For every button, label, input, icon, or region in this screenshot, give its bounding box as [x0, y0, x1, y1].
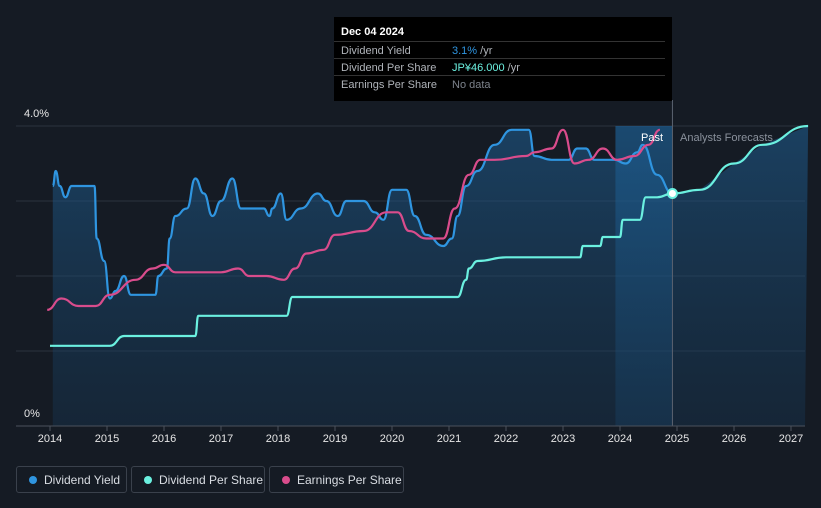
y-axis-min-label: 0% [24, 408, 40, 420]
tooltip-label: Dividend Per Share [341, 62, 437, 74]
y-axis-max-label: 4.0% [24, 108, 50, 120]
legend-dot-icon [29, 475, 37, 484]
legend-dot-icon [282, 475, 290, 484]
x-tick-label: 2026 [721, 433, 747, 445]
legend-label: Dividend Per Share [159, 472, 264, 487]
legend-dot-icon [144, 475, 152, 484]
tooltip-value: 3.1% /yr [452, 45, 492, 57]
x-tick-label: 2027 [778, 433, 804, 445]
x-tick-label: 2019 [322, 433, 348, 445]
tooltip-value: No data [452, 79, 491, 91]
legend-dividend-yield[interactable]: Dividend Yield [16, 466, 127, 493]
past-label: Past [641, 132, 664, 144]
x-tick-label: 2024 [607, 433, 633, 445]
x-tick-label: 2016 [151, 433, 177, 445]
analysts-forecasts-label: Analysts Forecasts [680, 132, 773, 144]
tooltip-unit: /yr [477, 45, 493, 57]
tooltip-row-earnings-per-share: Earnings Per Share No data [334, 75, 665, 93]
x-tick-label: 2025 [664, 433, 690, 445]
tooltip-date: Dec 04 2024 [341, 26, 404, 38]
tooltip: Dec 04 2024 Dividend Yield 3.1% /yr Divi… [334, 17, 672, 101]
tooltip-value-text: JP¥46.000 [452, 62, 505, 74]
tooltip-row-dividend-per-share: Dividend Per Share JP¥46.000 /yr [334, 58, 665, 76]
legend-label: Dividend Yield [44, 472, 121, 487]
x-tick-label: 2021 [436, 433, 462, 445]
x-tick-label: 2022 [493, 433, 519, 445]
tooltip-label: Dividend Yield [341, 45, 411, 57]
x-tick-label: 2018 [265, 433, 291, 445]
dividend-per-share-line[interactable] [50, 124, 809, 347]
tooltip-value-text: 3.1% [452, 45, 478, 57]
x-tick-label: 2017 [208, 433, 234, 445]
earnings-per-share-line[interactable] [46, 128, 661, 311]
tooltip-value: JP¥46.000 /yr [452, 62, 520, 74]
x-tick-label: 2015 [94, 433, 120, 445]
x-tick-label: 2020 [379, 433, 405, 445]
tooltip-unit: /yr [504, 62, 520, 74]
x-tick-label: 2023 [550, 433, 576, 445]
dividend-yield-line[interactable] [51, 128, 673, 300]
legend-dividend-per-share[interactable]: Dividend Per Share [131, 466, 265, 493]
x-tick-label: 2014 [37, 433, 63, 445]
tooltip-row-dividend-yield: Dividend Yield 3.1% /yr [334, 41, 665, 59]
current-value-marker[interactable] [666, 188, 678, 199]
legend-label: Earnings Per Share [297, 472, 402, 487]
tooltip-value-text: No data [452, 79, 491, 91]
x-axis-ticks [49, 426, 792, 431]
legend-earnings-per-share[interactable]: Earnings Per Share [269, 466, 404, 493]
dividend-yield-area [52, 126, 809, 426]
tooltip-label: Earnings Per Share [341, 79, 437, 91]
